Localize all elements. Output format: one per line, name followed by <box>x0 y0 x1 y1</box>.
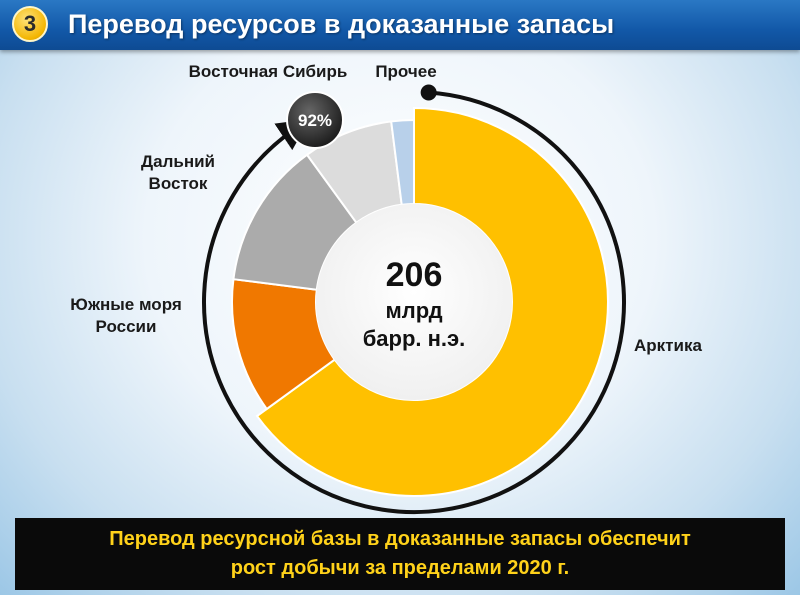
conclusion-banner: Перевод ресурсной базы в доказанные запа… <box>15 518 785 590</box>
conclusion-line-2: рост добычи за пределами 2020 г. <box>230 557 570 579</box>
slice-label-4: Восточная Сибирь <box>189 62 348 81</box>
conclusion-line-1: Перевод ресурсной базы в доказанные запа… <box>109 528 691 550</box>
slice-label-3: Дальний Восток <box>141 152 215 193</box>
slice-label-2: Южные моря России <box>70 295 182 336</box>
percent-badge-label: 92% <box>298 111 332 130</box>
slide-number-badge: 3 <box>12 6 48 42</box>
center-unit-line-2: барр. н.э. <box>363 326 466 351</box>
center-unit-line-1: млрд <box>385 298 442 323</box>
donut-chart: Арктика Южные моря России Дальний Восток Вост… <box>70 62 702 514</box>
slice-label-5: Прочее <box>375 62 436 81</box>
sweep-start-dot <box>420 84 437 101</box>
percent-badge <box>286 91 344 149</box>
donut-hole <box>316 204 512 400</box>
slice-label-1: Арктика <box>634 336 702 355</box>
sweep-arrow <box>202 90 626 514</box>
center-total-value: 206 <box>386 256 443 294</box>
header-bar: 3 Перевод ресурсов в доказанные запасы <box>0 0 800 50</box>
page-title: Перевод ресурсов в доказанные запасы <box>68 9 615 39</box>
